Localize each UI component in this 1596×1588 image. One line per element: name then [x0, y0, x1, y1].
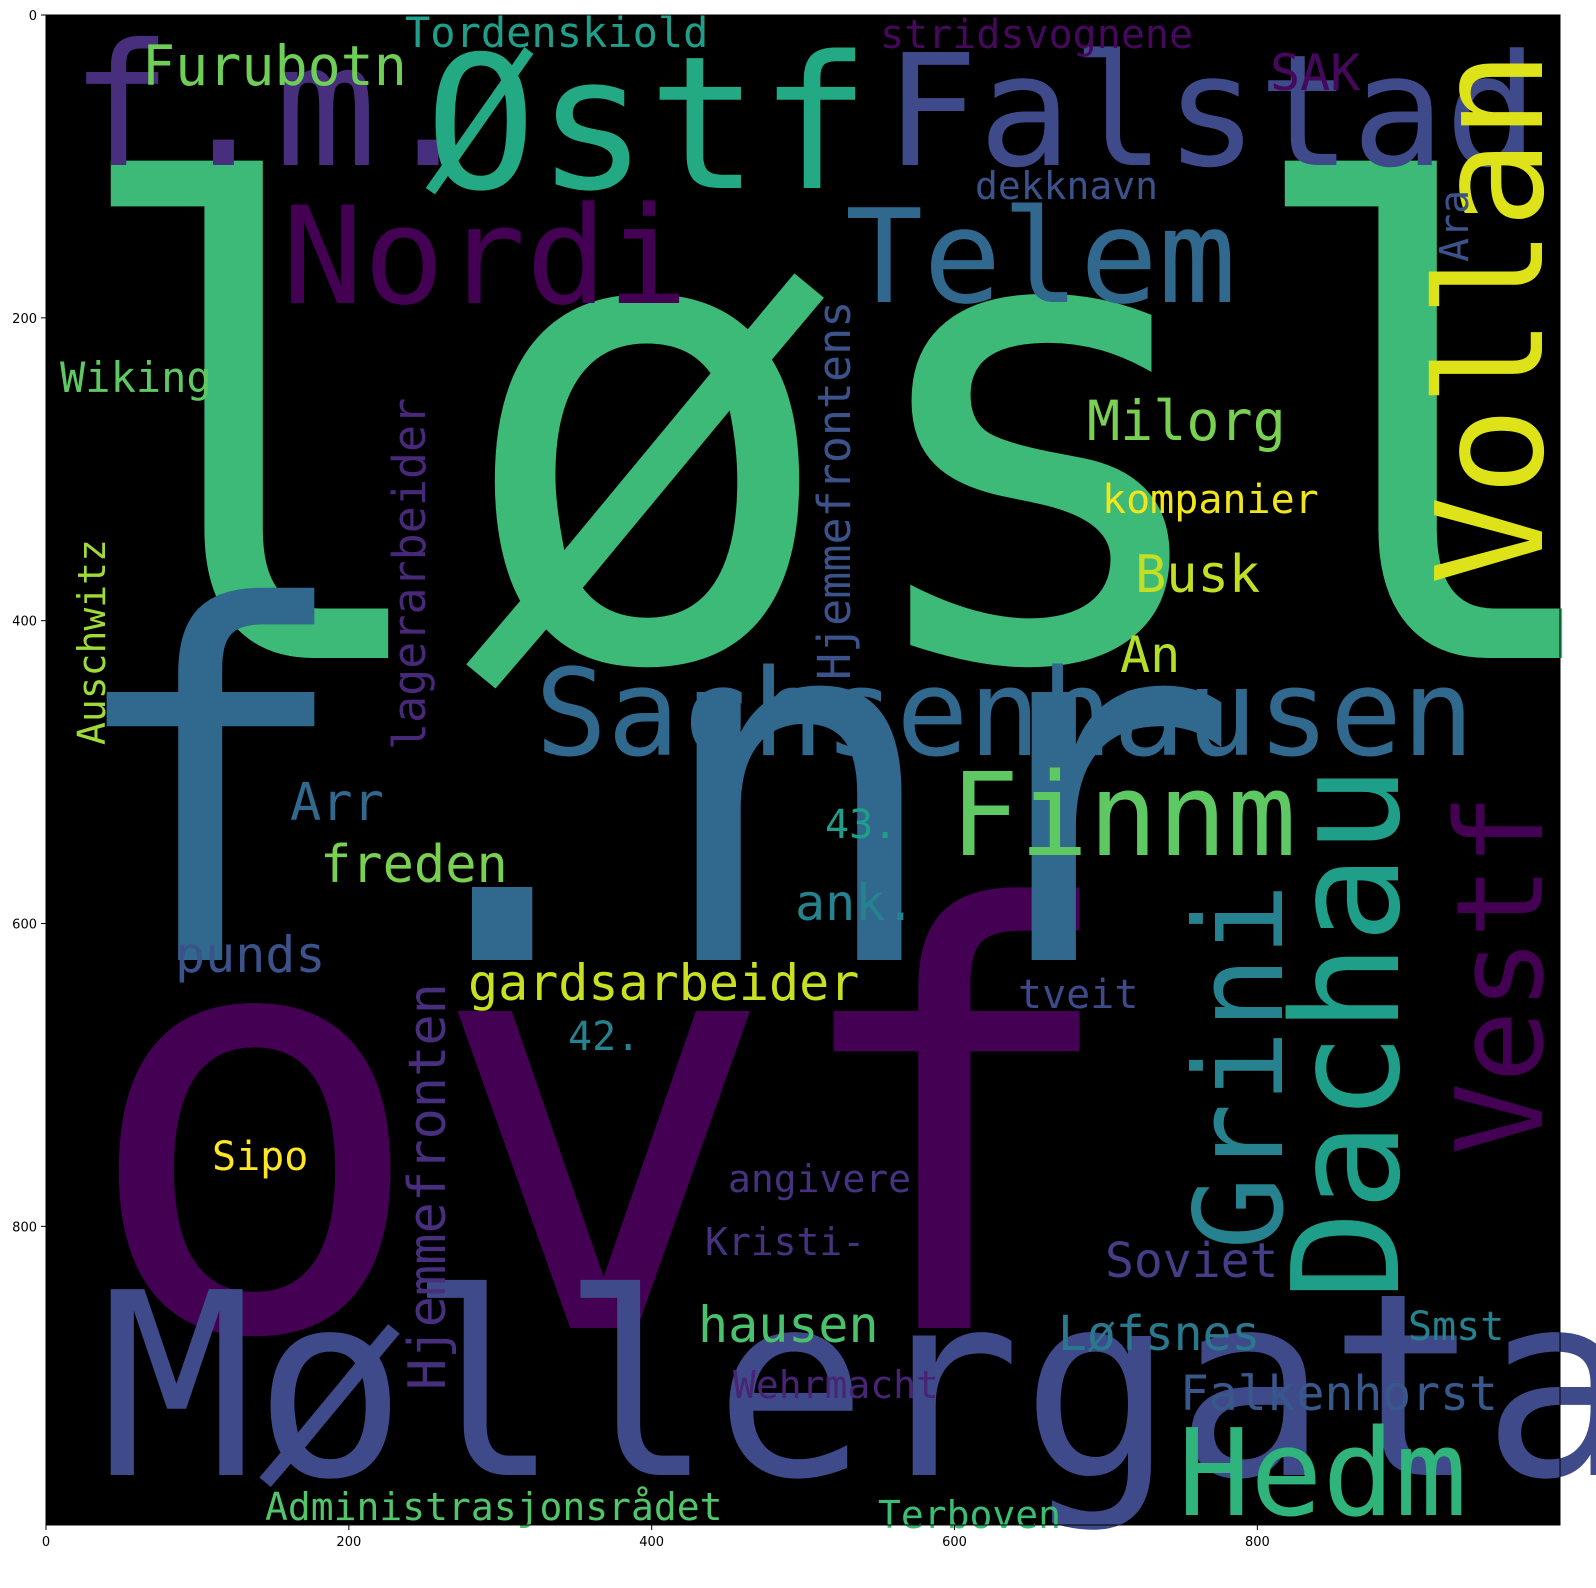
word-48: Falkenhorst — [1180, 1366, 1498, 1422]
word-21: dekknavn — [975, 164, 1158, 208]
word-10: Telem — [845, 181, 1236, 333]
y-tick-label: 400 — [12, 615, 37, 630]
word-44: hausen — [698, 1296, 879, 1354]
word-4: Møllergata — [100, 1239, 1596, 1536]
word-37: tveit — [1018, 972, 1138, 1018]
x-tick-label: 400 — [639, 1535, 664, 1550]
word-27: An — [1120, 626, 1180, 684]
word-38: 42. — [568, 1014, 640, 1060]
y-axis: 0 200 400 600 800 — [12, 9, 46, 1235]
x-tick-label: 800 — [1245, 1535, 1270, 1550]
word-45: Løfsnes — [1058, 1306, 1260, 1362]
word-cloud-canvas — [46, 15, 1560, 1525]
word-5: f.m. — [70, 8, 479, 206]
word-41: angivere — [728, 1157, 911, 1201]
word-23: Hjemmefrontens — [808, 301, 861, 680]
word-26: Busk — [1135, 545, 1260, 605]
x-axis: 0 200 400 600 800 — [42, 1525, 1270, 1550]
word-9: Nordi — [282, 178, 688, 335]
x-tick-label: 600 — [942, 1535, 967, 1550]
word-29: lagerarbeider — [383, 398, 436, 750]
word-50: Terboven — [878, 1493, 1061, 1537]
word-32: 43. — [825, 802, 897, 848]
word-42: Kristi- — [705, 1220, 865, 1264]
word-34: ank. — [795, 874, 915, 932]
word-13: Vestf — [1432, 794, 1571, 1155]
word-25: kompanier — [1102, 477, 1319, 523]
plot-frame — [45, 14, 1561, 1526]
y-tick-label: 600 — [12, 918, 37, 933]
word-22: Ara — [1432, 190, 1478, 262]
y-tick-label: 200 — [12, 312, 37, 327]
word-7: Falstad — [885, 21, 1538, 202]
word-11: Sachsenhausen — [535, 645, 1474, 784]
x-tick-label: 200 — [336, 1535, 361, 1550]
word-30: Auschwitz — [70, 539, 114, 745]
word-47: Wehrmacht — [733, 1363, 939, 1407]
word-49: Administrasjonsrådet — [265, 1485, 723, 1529]
word-3: f.nr — [60, 505, 1240, 1076]
word-33: freden — [320, 835, 508, 895]
word-19: stridsvognene — [880, 12, 1193, 58]
word-43: Soviet — [1105, 1233, 1278, 1289]
word-20: SAK — [1270, 44, 1360, 102]
word-28: Wiking — [60, 353, 212, 402]
word-1: løsl — [60, 56, 1596, 812]
word-12: Dachau — [1261, 765, 1433, 1300]
word-15: Finnm — [950, 749, 1296, 883]
word-46: Smst — [1408, 1304, 1504, 1350]
word-14: Grini — [1169, 883, 1311, 1250]
word-35: punds — [175, 926, 326, 984]
word-17: Furubotn — [142, 34, 407, 98]
x-tick-label: 0 — [42, 1535, 50, 1550]
word-2: ovf — [80, 790, 1128, 1465]
word-8: Vollan — [1405, 50, 1577, 585]
word-40: Sipo — [212, 1134, 308, 1180]
word-18: Tordenskiold — [405, 8, 708, 57]
y-tick-label: 0 — [29, 9, 37, 24]
word-36: gardsarbeider — [468, 954, 859, 1012]
y-tick-label: 800 — [12, 1220, 37, 1235]
word-16: Hedm — [1178, 1405, 1467, 1544]
word-6: Østf — [425, 16, 871, 232]
word-24: Milorg — [1087, 389, 1286, 453]
word-39: Hjemmefronten — [398, 983, 458, 1390]
word-31: Arr — [290, 773, 384, 833]
